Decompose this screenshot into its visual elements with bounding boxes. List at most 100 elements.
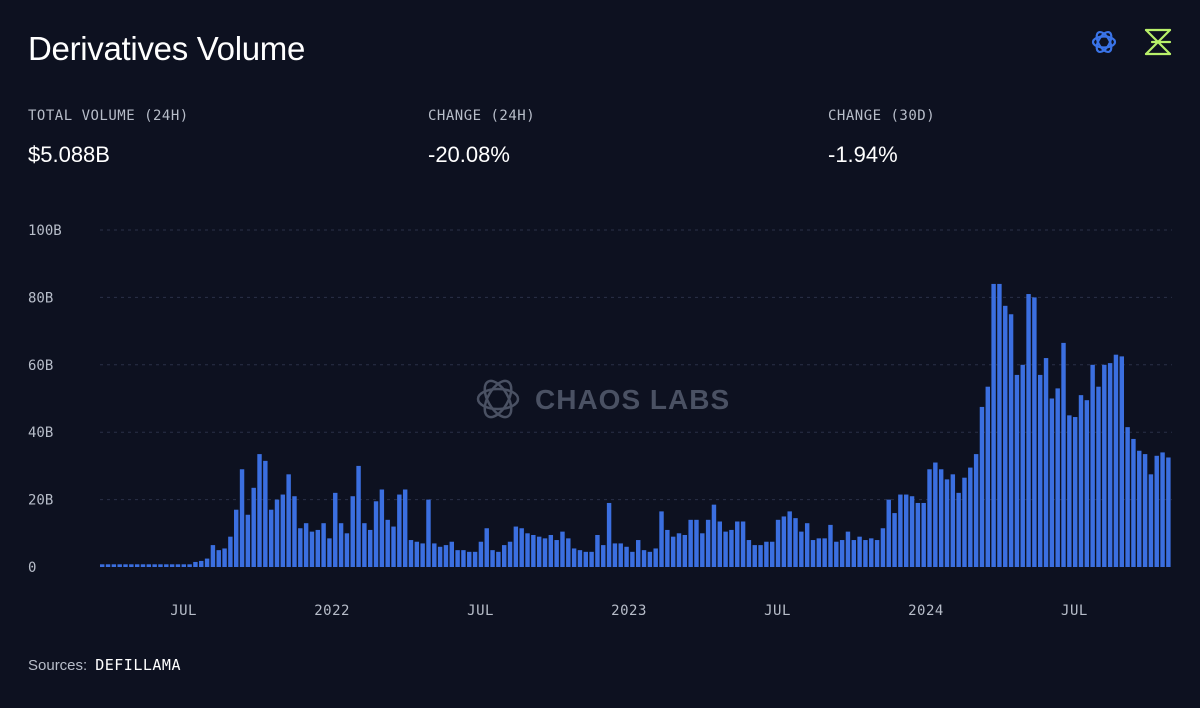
bar[interactable] xyxy=(397,494,402,567)
bar[interactable] xyxy=(845,531,851,567)
bar[interactable] xyxy=(1142,454,1148,567)
bar[interactable] xyxy=(455,550,460,567)
bar[interactable] xyxy=(420,543,425,567)
bar[interactable] xyxy=(956,492,961,567)
defillama-brand-icon[interactable] xyxy=(1142,26,1174,58)
bar[interactable] xyxy=(735,521,740,568)
bar[interactable] xyxy=(105,564,111,567)
bar[interactable] xyxy=(216,550,221,567)
bar[interactable] xyxy=(1107,363,1113,567)
bar[interactable] xyxy=(1043,358,1049,567)
bar[interactable] xyxy=(513,526,519,567)
bar[interactable] xyxy=(828,524,833,568)
bar[interactable] xyxy=(810,540,816,567)
bar[interactable] xyxy=(1102,364,1107,567)
bar[interactable] xyxy=(705,519,711,567)
bar[interactable] xyxy=(490,550,495,567)
bar[interactable] xyxy=(385,519,390,567)
bar[interactable] xyxy=(653,548,658,567)
bar[interactable] xyxy=(525,533,530,567)
bar[interactable] xyxy=(443,545,449,567)
bar[interactable] xyxy=(245,514,251,567)
bar[interactable] xyxy=(449,541,454,567)
bar[interactable] xyxy=(408,540,414,567)
bar[interactable] xyxy=(478,541,484,567)
bar[interactable] xyxy=(770,541,775,567)
bar[interactable] xyxy=(874,540,880,567)
bar[interactable] xyxy=(717,521,722,568)
bar[interactable] xyxy=(263,460,268,567)
bar[interactable] xyxy=(676,533,682,567)
bar[interactable] xyxy=(694,519,699,567)
bar[interactable] xyxy=(851,540,856,567)
bar[interactable] xyxy=(379,489,385,567)
bar[interactable] xyxy=(222,548,227,567)
bar[interactable] xyxy=(298,528,303,567)
bar[interactable] xyxy=(571,548,577,567)
bar[interactable] xyxy=(1084,400,1090,567)
bar[interactable] xyxy=(123,564,128,567)
bar[interactable] xyxy=(204,558,210,567)
bar[interactable] xyxy=(338,523,344,567)
bar[interactable] xyxy=(1014,374,1020,567)
bar[interactable] xyxy=(933,462,938,567)
bar[interactable] xyxy=(938,469,944,567)
bar[interactable] xyxy=(391,526,396,567)
bar[interactable] xyxy=(886,499,891,567)
bar[interactable] xyxy=(758,545,763,567)
bar[interactable] xyxy=(577,550,583,567)
bar[interactable] xyxy=(402,489,408,567)
bar[interactable] xyxy=(834,541,839,567)
bar[interactable] xyxy=(700,533,705,567)
bar[interactable] xyxy=(921,502,926,567)
bar[interactable] xyxy=(152,564,157,567)
bar[interactable] xyxy=(234,509,239,567)
bar[interactable] xyxy=(904,494,909,567)
bar[interactable] xyxy=(321,523,326,567)
bar[interactable] xyxy=(146,564,152,567)
bar[interactable] xyxy=(880,528,886,567)
bar[interactable] xyxy=(560,531,565,567)
bar[interactable] xyxy=(898,494,903,567)
bar[interactable] xyxy=(606,502,612,567)
bar[interactable] xyxy=(362,523,367,567)
bar[interactable] xyxy=(589,551,594,567)
bar[interactable] xyxy=(548,534,554,567)
bar[interactable] xyxy=(659,511,664,567)
bar[interactable] xyxy=(268,509,274,567)
bar[interactable] xyxy=(350,496,355,567)
bar[interactable] xyxy=(315,529,320,567)
bar[interactable] xyxy=(437,546,443,567)
bar[interactable] xyxy=(799,531,804,567)
bar[interactable] xyxy=(210,545,216,567)
bar[interactable] xyxy=(134,564,140,567)
bar[interactable] xyxy=(665,529,670,567)
bar[interactable] xyxy=(723,531,728,567)
bar[interactable] xyxy=(228,536,233,567)
bar[interactable] xyxy=(507,541,513,567)
bar[interactable] xyxy=(1026,294,1031,567)
bar[interactable] xyxy=(1148,474,1154,567)
bar[interactable] xyxy=(280,494,286,567)
bar[interactable] xyxy=(1067,415,1072,567)
bar[interactable] xyxy=(857,536,862,567)
bar[interactable] xyxy=(892,513,897,567)
bar[interactable] xyxy=(484,528,489,567)
bar[interactable] xyxy=(1032,297,1037,567)
bar[interactable] xyxy=(968,467,973,567)
bar[interactable] xyxy=(740,521,746,568)
bar[interactable] xyxy=(1061,342,1066,567)
bar[interactable] xyxy=(303,523,309,567)
bar[interactable] xyxy=(100,564,105,567)
bar[interactable] xyxy=(973,454,979,567)
bar[interactable] xyxy=(1125,427,1130,567)
bar[interactable] xyxy=(193,561,198,567)
bar[interactable] xyxy=(1003,305,1008,567)
bar[interactable] xyxy=(356,465,361,567)
bar[interactable] xyxy=(641,550,647,567)
bar[interactable] xyxy=(502,545,507,567)
bar[interactable] xyxy=(775,519,781,567)
bar[interactable] xyxy=(991,283,996,567)
bar[interactable] xyxy=(292,496,297,567)
bar[interactable] xyxy=(536,536,542,567)
